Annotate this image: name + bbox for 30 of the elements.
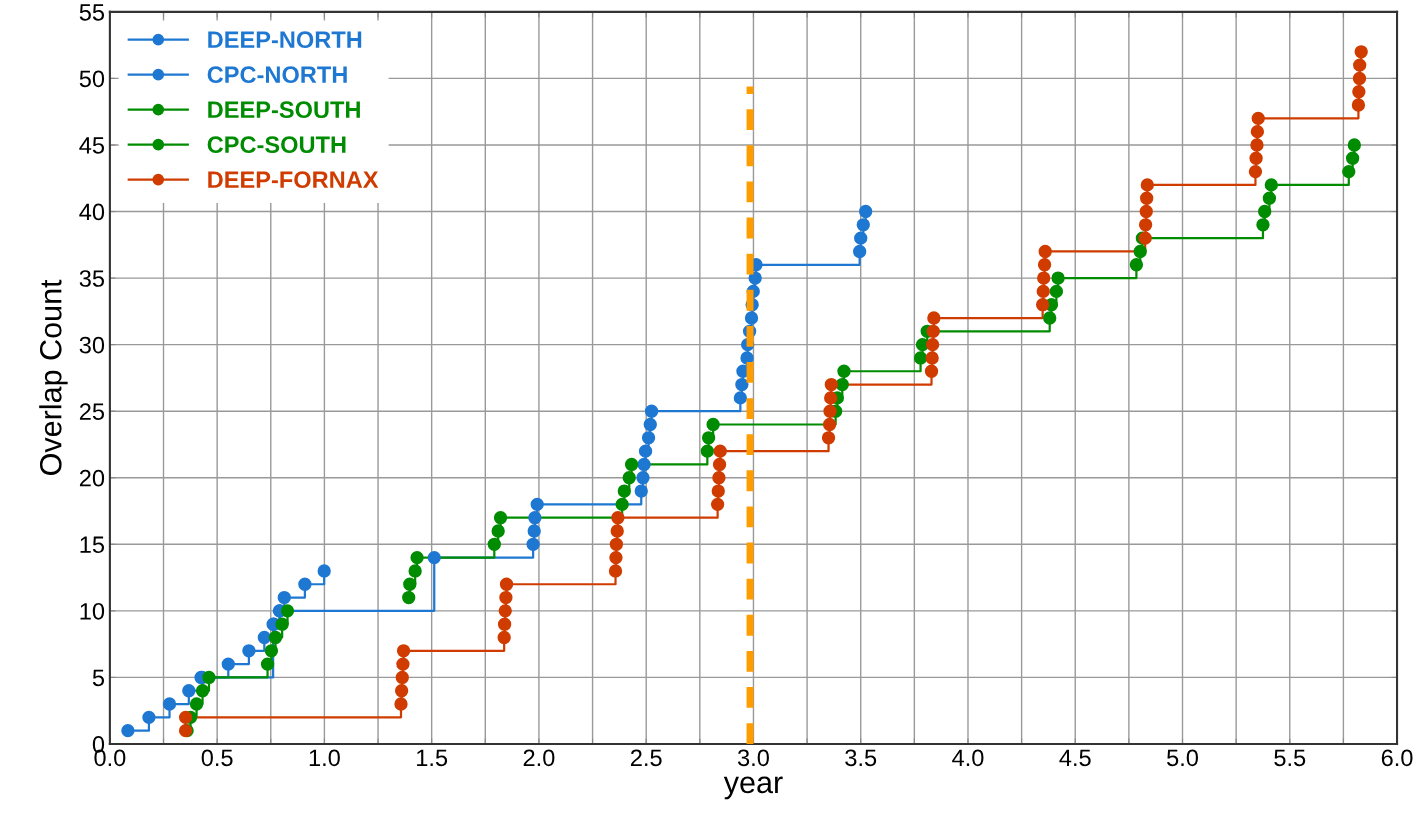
legend-label: DEEP-FORNAX [208, 171, 379, 189]
y-tick-label: 25 [79, 403, 105, 420]
y-tick-label: 45 [79, 137, 105, 154]
y-tick-label: 15 [80, 536, 105, 554]
x-tick-label: 1.5 [417, 749, 448, 767]
x-tick-label: 4.5 [1059, 749, 1091, 767]
x-tick-label: 5.0 [1167, 749, 1198, 767]
x-tick-label: 3.0 [737, 749, 769, 767]
x-tick-label: 4.0 [952, 749, 984, 767]
y-axis-title: Overlap Count [39, 279, 68, 475]
x-tick-label: 1.0 [309, 749, 340, 767]
x-tick-label: 0.5 [201, 749, 233, 767]
y-tick-label: 55 [79, 4, 105, 21]
y-tick-label: 50 [79, 70, 105, 88]
y-tick-label: 40 [79, 203, 105, 221]
legend-label: CPC-NORTH [207, 66, 347, 84]
y-tick-label: 20 [79, 469, 105, 487]
x-tick-label: 5.5 [1274, 749, 1306, 767]
x-tick-label: 2.0 [523, 749, 555, 767]
y-tick-label: 35 [79, 270, 105, 287]
legend-label: DEEP-NORTH [208, 31, 362, 49]
legend-label: DEEP-SOUTH [208, 101, 360, 119]
x-tick-label: 2.5 [630, 749, 662, 767]
y-tick-label: 10 [80, 602, 105, 620]
y-tick-label: 5 [92, 669, 105, 687]
y-tick-label: 30 [79, 336, 105, 354]
legend-label: CPC-SOUTH [207, 136, 346, 154]
x-tick-label: 6.0 [1381, 749, 1413, 767]
x-tick-label: 3.5 [845, 749, 877, 767]
x-axis-title: year [723, 776, 783, 800]
